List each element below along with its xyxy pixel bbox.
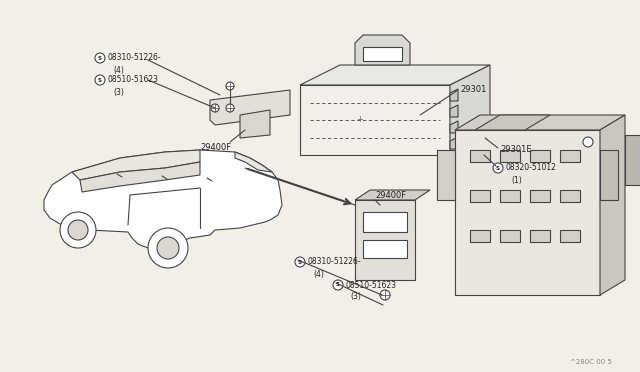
Bar bbox=[530, 150, 550, 162]
Text: 08510-51623: 08510-51623 bbox=[108, 76, 159, 84]
Bar bbox=[500, 230, 520, 242]
Text: (4): (4) bbox=[113, 65, 124, 74]
Polygon shape bbox=[72, 150, 200, 180]
Polygon shape bbox=[450, 121, 458, 133]
Circle shape bbox=[333, 280, 343, 290]
Bar bbox=[560, 190, 580, 202]
Polygon shape bbox=[363, 47, 402, 61]
Circle shape bbox=[148, 228, 188, 268]
Polygon shape bbox=[450, 137, 458, 149]
Text: S: S bbox=[98, 77, 102, 83]
Polygon shape bbox=[450, 105, 458, 117]
Bar bbox=[363, 212, 407, 232]
Text: S: S bbox=[336, 282, 340, 288]
Text: 08310-51226-: 08310-51226- bbox=[308, 257, 362, 266]
Polygon shape bbox=[355, 190, 430, 200]
Circle shape bbox=[380, 290, 390, 300]
Text: (4): (4) bbox=[313, 269, 324, 279]
Circle shape bbox=[583, 137, 593, 147]
Polygon shape bbox=[437, 150, 455, 200]
Polygon shape bbox=[355, 35, 410, 65]
Polygon shape bbox=[235, 152, 272, 172]
Text: 29400F: 29400F bbox=[200, 144, 231, 153]
Text: 29301: 29301 bbox=[460, 86, 486, 94]
Circle shape bbox=[157, 237, 179, 259]
Polygon shape bbox=[80, 162, 200, 192]
Circle shape bbox=[211, 104, 219, 112]
Circle shape bbox=[60, 212, 96, 248]
Bar bbox=[560, 150, 580, 162]
Bar bbox=[530, 230, 550, 242]
Bar bbox=[470, 190, 490, 202]
Text: (3): (3) bbox=[113, 87, 124, 96]
Polygon shape bbox=[355, 200, 415, 280]
Polygon shape bbox=[455, 130, 600, 295]
Text: 29301E: 29301E bbox=[500, 145, 532, 154]
Text: S: S bbox=[298, 260, 302, 264]
Polygon shape bbox=[300, 85, 450, 155]
Polygon shape bbox=[240, 110, 270, 138]
Bar bbox=[363, 240, 407, 258]
Text: 29400F: 29400F bbox=[375, 190, 406, 199]
Text: (1): (1) bbox=[511, 176, 522, 185]
Bar bbox=[470, 230, 490, 242]
Text: +: + bbox=[356, 115, 364, 125]
Text: 08510-51623: 08510-51623 bbox=[346, 280, 397, 289]
Circle shape bbox=[226, 104, 234, 112]
Circle shape bbox=[68, 220, 88, 240]
Polygon shape bbox=[450, 89, 458, 101]
Text: 08310-51226-: 08310-51226- bbox=[108, 54, 162, 62]
Polygon shape bbox=[475, 115, 550, 130]
Polygon shape bbox=[450, 65, 490, 155]
Circle shape bbox=[493, 163, 503, 173]
Text: S: S bbox=[98, 55, 102, 61]
Polygon shape bbox=[600, 115, 625, 295]
Circle shape bbox=[95, 75, 105, 85]
Circle shape bbox=[295, 257, 305, 267]
Bar bbox=[500, 150, 520, 162]
Polygon shape bbox=[210, 90, 290, 125]
Polygon shape bbox=[44, 150, 282, 250]
Text: S: S bbox=[496, 166, 500, 170]
Bar bbox=[470, 150, 490, 162]
Polygon shape bbox=[625, 135, 640, 185]
Text: ^280C 00 5: ^280C 00 5 bbox=[570, 359, 612, 365]
Polygon shape bbox=[300, 65, 490, 85]
Bar bbox=[500, 190, 520, 202]
Text: (3): (3) bbox=[350, 292, 361, 301]
Polygon shape bbox=[600, 150, 618, 200]
Circle shape bbox=[95, 53, 105, 63]
Circle shape bbox=[226, 82, 234, 90]
Polygon shape bbox=[455, 115, 625, 130]
Bar bbox=[530, 190, 550, 202]
Bar bbox=[560, 230, 580, 242]
Text: 08320-51012: 08320-51012 bbox=[506, 164, 557, 173]
